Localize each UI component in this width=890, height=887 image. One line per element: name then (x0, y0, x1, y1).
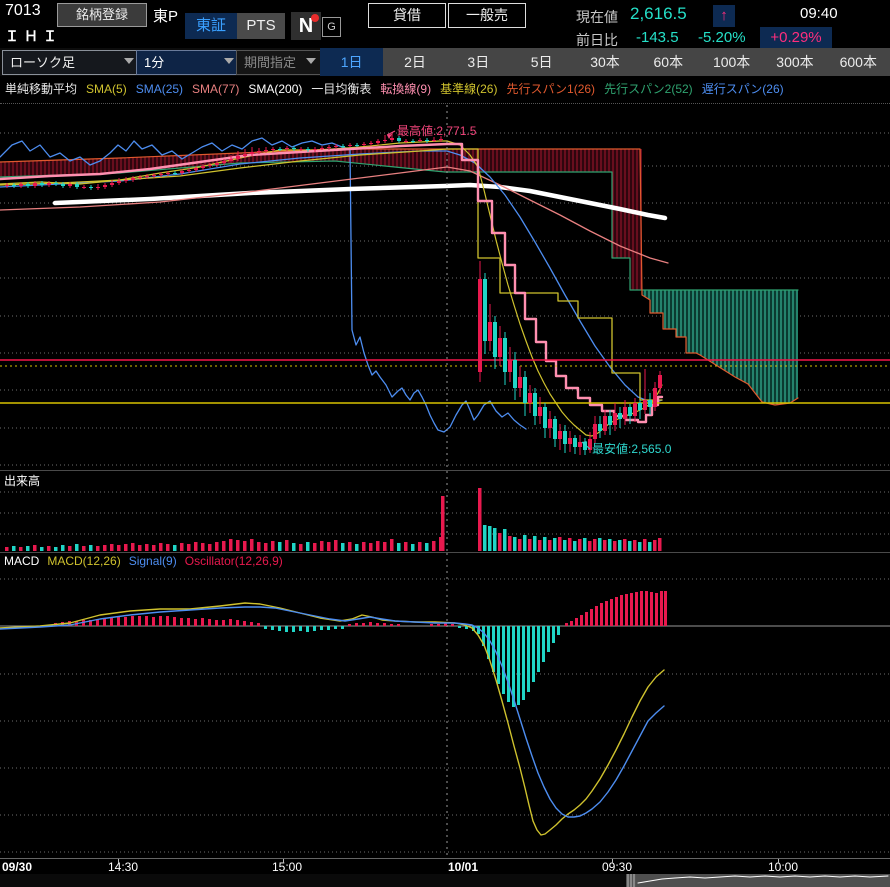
axis-label-2: 15:00 (272, 860, 303, 874)
axis-label-5: 10:00 (768, 860, 799, 874)
chart-type-select[interactable]: ローソク足 (2, 50, 139, 75)
margin-trade-button[interactable]: 貸借 (368, 3, 446, 28)
axis-label-1: 14:30 (108, 860, 139, 874)
change-value: -143.5 (636, 29, 679, 46)
legend-item-7: 基準線(26) (440, 82, 498, 96)
range-tab-1[interactable]: 2日 (404, 54, 426, 70)
volume-chart[interactable] (0, 471, 890, 553)
axis-tick (612, 859, 613, 863)
ichimoku-clouds (0, 149, 798, 405)
legend-item-1: SMA(5) (86, 82, 127, 96)
volume-bars-layer (5, 488, 662, 551)
pts-change-badge: +0.29% (760, 27, 832, 48)
legend-item-9: 先行スパン2(52) (604, 82, 693, 96)
time-axis: 09/30 14:30 15:00 10/01 09:30 10:00 (0, 858, 890, 875)
period-select[interactable]: 期間指定 (236, 50, 321, 75)
indicator-legend: 単純移動平均 SMA(5) SMA(25) SMA(77) SMA(200) 一目均衡表転… (0, 76, 890, 104)
legend-item-3: SMA(77) (192, 82, 240, 96)
macd-legend-item-1: MACD(12,26) (47, 554, 121, 568)
legend-item-5: 一目均衡表 (311, 82, 372, 96)
period-value: 期間指定 (244, 55, 297, 70)
axis-tick (118, 859, 119, 863)
change-label: 前日比 (576, 32, 618, 48)
axis-label-3: 10/01 (448, 860, 479, 874)
news-alert-dot-icon (311, 14, 319, 22)
legend-item-6: 転換線(9) (380, 82, 432, 96)
general-sell-button[interactable]: 一般売 (448, 3, 526, 28)
register-symbol-button[interactable]: 銘柄登録 (57, 3, 147, 27)
volume-pane-label: 出来高 (4, 474, 41, 488)
axis-label-4: 09:30 (602, 860, 633, 874)
quote-time: 09:40 (800, 5, 838, 22)
range-tabs: 1日 2日 3日 5日 30本 60本 100本 300本 600本 (320, 48, 890, 76)
macd-pane[interactable] (0, 552, 890, 859)
axis-tick (778, 859, 779, 863)
range-tab-0[interactable]: 1日 (320, 48, 384, 76)
macd-histogram-layer (54, 591, 667, 707)
range-tab-7[interactable]: 300本 (776, 54, 814, 70)
macd-legend-item-3: Oscillator(12,26,9) (184, 554, 283, 568)
svg-text:最高値:2,771.5: 最高値:2,771.5 (397, 123, 477, 138)
current-price-label: 現在値 (576, 9, 618, 25)
g-button[interactable]: G (322, 17, 341, 37)
price-up-arrow-icon: ↑ (713, 5, 735, 27)
macd-legend-item-2: Signal(9) (128, 554, 177, 568)
legend-item-4: SMA(200) (248, 82, 303, 96)
navigator-drag-handle[interactable] (626, 874, 636, 887)
change-percent: -5.20% (698, 29, 746, 46)
axis-tick (283, 859, 284, 863)
news-logo-letter: N (298, 15, 314, 37)
range-tab-6[interactable]: 100本 (712, 54, 751, 70)
tab-tosho[interactable]: 東証 (185, 13, 237, 39)
macd-legend: MACD MACD(12,26) Signal(9) Oscillator(12,26… (4, 554, 291, 568)
current-price-value: 2,616.5 (630, 4, 687, 23)
chevron-down-icon (124, 58, 134, 64)
chart-toolbar: ローソク足 1分 期間指定 1日 2日 3日 5日 30本 60本 100本 300本 600本 (0, 48, 890, 76)
range-tab-8[interactable]: 600本 (839, 54, 877, 70)
legend-item-8: 先行スパン1(26) (506, 82, 596, 96)
annotation-low: 最安値:2,565.0 (581, 441, 672, 456)
legend-item-2: SMA(25) (135, 82, 184, 96)
stock-name: ＩＨＩ (5, 28, 62, 44)
chart-navigator[interactable] (0, 874, 890, 887)
chart-type-value: ローソク足 (10, 55, 76, 70)
header: 7013 ＩＨＩ 銘柄登録 東P 東証 PTS N G 貸借 一般売 現在値 2… (0, 0, 890, 48)
navigator-sparkline (637, 875, 889, 884)
range-tab-4[interactable]: 30本 (590, 54, 620, 70)
annotation-high: 最高値:2,771.5 (386, 123, 477, 139)
tab-pts[interactable]: PTS (237, 13, 285, 39)
candles-layer (5, 133, 662, 455)
stock-code: 7013 (5, 2, 41, 19)
range-tab-3[interactable]: 5日 (530, 54, 553, 70)
news-logo-icon[interactable]: N (291, 12, 321, 40)
volume-pane[interactable] (0, 470, 890, 553)
macd-legend-item-0: MACD (4, 554, 40, 568)
range-tab-2[interactable]: 3日 (467, 54, 490, 70)
macd-chart[interactable] (0, 553, 890, 859)
interval-select[interactable]: 1分 (136, 50, 239, 75)
svg-text:最安値:2,565.0: 最安値:2,565.0 (592, 441, 672, 456)
legend-item-10: 遅行スパン(26) (701, 82, 784, 96)
legend-item-0: 単純移動平均 (5, 82, 78, 96)
axis-label-0: 09/30 (2, 860, 33, 874)
range-tab-5[interactable]: 60本 (653, 54, 684, 70)
chevron-down-icon (306, 58, 316, 64)
main-chart-pane[interactable]: 最高値:2,771.5 最安値:2,565.0 (0, 105, 890, 470)
chevron-down-icon (224, 58, 234, 64)
candlestick-chart[interactable]: 最高値:2,771.5 最安値:2,565.0 (0, 105, 890, 470)
market-label: 東P (153, 8, 179, 25)
interval-value: 1分 (144, 55, 165, 70)
